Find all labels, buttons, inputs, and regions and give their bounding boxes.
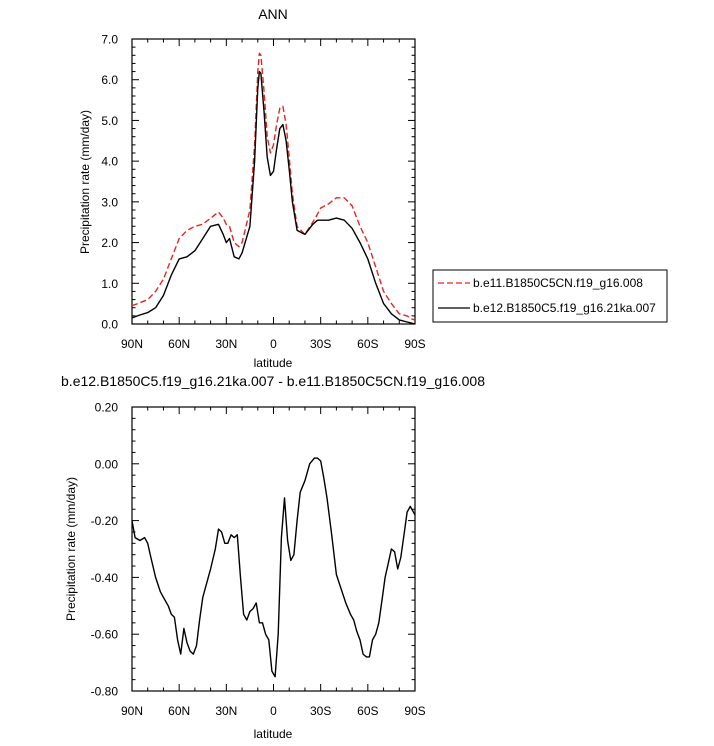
top-x-tick-label: 90S (404, 337, 425, 351)
bottom-x-tick-label: 90N (121, 704, 143, 718)
top-x-tick-label: 30S (310, 337, 331, 351)
bottom-panel-ylabel: Precipitation rate (mm/day) (64, 477, 78, 621)
legend: b.e11.B1850C5CN.f19_g16.008 b.e12.B1850C… (432, 269, 668, 323)
top-x-tick-label: 60S (357, 337, 378, 351)
bottom-y-tick-label: -0.20 (91, 514, 119, 528)
top-panel-ylabel: Precipitation rate (mm/day) (78, 110, 92, 254)
top-panel-title: ANN (258, 6, 288, 22)
bottom-panel-title: b.e12.B1850C5.f19_g16.21ka.007 - b.e11.B… (61, 373, 485, 389)
top-y-tick-label: 4.0 (101, 155, 118, 169)
top-series-line-0 (131, 52, 416, 321)
top-x-tick-label: 60N (168, 337, 190, 351)
top-series-line-1 (131, 70, 416, 325)
bottom-x-tick-label: 30N (215, 704, 237, 718)
bottom-x-tick-label: 90S (404, 704, 425, 718)
top-panel: ANN 90N 60N 30N 0 30S 60S 90S 0.0 1.0 2.0 3.0 4.0 5.… (78, 6, 426, 370)
top-y-tick-label: 3.0 (101, 195, 118, 209)
legend-box (432, 269, 668, 323)
bottom-x-tick-label: 30S (310, 704, 331, 718)
top-x-tick-label: 0 (270, 337, 277, 351)
top-y-tick-label: 2.0 (101, 236, 118, 250)
bottom-y-tick-label: -0.80 (91, 685, 119, 699)
bottom-y-tick-label: 0.00 (95, 457, 119, 471)
bottom-x-tick-label: 60N (168, 704, 190, 718)
bottom-series-line-0 (131, 457, 416, 678)
top-y-tick-label: 0.0 (101, 318, 118, 332)
bottom-panel-xlabel: latitude (254, 727, 293, 741)
top-x-tick-label: 90N (121, 337, 143, 351)
legend-label-lgm: b.e12.B1850C5.f19_g16.21ka.007 (473, 301, 656, 315)
top-plot-frame (131, 38, 416, 325)
bottom-x-tick-label: 60S (357, 704, 378, 718)
top-panel-xlabel: latitude (254, 356, 293, 370)
bottom-y-tick-label: -0.40 (91, 571, 119, 585)
legend-label-control: b.e11.B1850C5CN.f19_g16.008 (473, 276, 643, 290)
top-y-tick-label: 7.0 (101, 33, 118, 47)
bottom-y-tick-label: 0.20 (95, 401, 119, 415)
top-y-tick-label: 6.0 (101, 73, 118, 87)
bottom-y-tick-label: -0.60 (91, 628, 119, 642)
top-x-tick-label: 30N (215, 337, 237, 351)
top-y-tick-label: 1.0 (101, 277, 118, 291)
top-y-tick-label: 5.0 (101, 114, 118, 128)
bottom-panel: b.e12.B1850C5.f19_g16.21ka.007 - b.e11.B… (61, 373, 485, 741)
bottom-plot-frame (131, 406, 416, 692)
bottom-x-tick-label: 0 (270, 704, 277, 718)
